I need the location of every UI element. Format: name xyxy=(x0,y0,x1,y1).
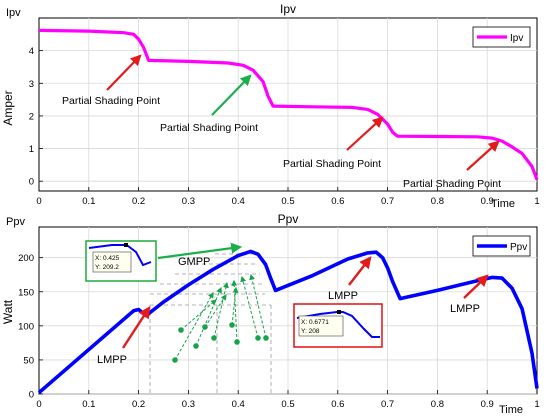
ppv-x-tick-label: 1 xyxy=(534,399,539,410)
ppv-title: Ppv xyxy=(278,212,299,226)
ppv-x-tick-label: 0.5 xyxy=(281,399,294,410)
green-dot xyxy=(193,343,199,349)
ppv-legend: Ppv xyxy=(472,235,531,257)
ppv-x-tick-label: 0.1 xyxy=(82,399,95,410)
shading-label-2: Partial Shading Point xyxy=(160,122,258,134)
ipv-x-tick-label: 0.5 xyxy=(281,196,294,207)
green-dot xyxy=(178,327,184,333)
lmpp-inset: X: 0.6771 Y: 208 xyxy=(293,303,383,348)
lmpp-arrow-3 xyxy=(463,274,489,299)
gmpp-inset-x: X: 0.425 xyxy=(95,255,120,262)
gmpp-inset-y: Y: 209.2 xyxy=(95,264,119,271)
ipv-legend: Ipv xyxy=(472,26,531,48)
ipv-series-line xyxy=(38,28,539,181)
shading-label-1: Partial Shading Point xyxy=(62,95,160,107)
lmpp-inset-x: X: 0.6771 xyxy=(301,319,329,326)
ppv-x-tick-label: 0.8 xyxy=(431,399,444,410)
ipv-y-axis-label: Amper xyxy=(1,90,15,125)
ipv-x-tick-label: 0.9 xyxy=(481,196,494,207)
lmpp-inset-datatip xyxy=(298,315,344,337)
ppv-x-tick-label: 0.2 xyxy=(132,399,145,410)
ipv-y-tick-label: 4 xyxy=(29,46,34,57)
green-dot xyxy=(234,339,240,345)
ipv-x-tick-label: 0.8 xyxy=(431,196,444,207)
gmpp-inset-arrow xyxy=(157,242,243,260)
ipv-y-tick-label: 2 xyxy=(29,111,34,122)
green-dot xyxy=(263,335,269,341)
dot-arrow xyxy=(174,291,214,361)
green-dot xyxy=(202,324,208,330)
ipv-x-tick-label: 0.3 xyxy=(182,196,195,207)
green-dot xyxy=(229,322,235,328)
ppv-corner-label: Ppv xyxy=(6,216,25,228)
lmpp-label-2: LMPP xyxy=(328,290,358,302)
gmpp-inset-datatip xyxy=(92,251,132,273)
dot-arrow xyxy=(213,281,229,339)
shading-arrow-2 xyxy=(211,74,252,116)
ppv-y-ticks: 0 50 100 150 200 xyxy=(18,253,43,401)
ipv-corner-label: Ipv xyxy=(6,7,21,19)
lmpp-label-3: LMPP xyxy=(450,303,480,315)
ppv-dot-arrows xyxy=(172,273,269,363)
dot-arrow xyxy=(240,275,259,339)
ppv-legend-label: Ppv xyxy=(510,242,527,253)
shading-arrow-1 xyxy=(106,54,142,91)
ppv-x-tick-label: 0.3 xyxy=(182,399,195,410)
ipv-title: Ipv xyxy=(280,2,296,16)
ipv-x-axis-label: Time xyxy=(491,198,515,210)
ppv-y-tick-label: 150 xyxy=(18,287,34,298)
green-dot xyxy=(172,357,178,363)
ppv-y-tick-label: 50 xyxy=(23,355,34,366)
ppv-x-tick-label: 0 xyxy=(36,399,41,410)
ipv-x-tick-label: 1 xyxy=(534,196,539,207)
ipv-annotations: Partial Shading Point Partial Shading Po… xyxy=(62,54,501,190)
green-dot xyxy=(211,335,217,341)
ipv-y-ticks: 0 1 2 3 4 xyxy=(29,46,43,188)
ipv-y-tick-label: 0 xyxy=(29,177,34,188)
ppv-y-tick-label: 200 xyxy=(18,253,34,264)
ppv-x-tick-label: 0.9 xyxy=(481,399,494,410)
ppv-y-tick-label: 100 xyxy=(18,321,34,332)
dot-arrow xyxy=(249,273,267,339)
ipv-x-tick-label: 0.4 xyxy=(232,196,245,207)
ipv-y-tick-label: 3 xyxy=(29,79,34,90)
green-dot xyxy=(255,335,261,341)
ppv-x-tick-label: 0.4 xyxy=(232,399,245,410)
ppv-y-tick-label: 0 xyxy=(29,390,34,401)
ipv-legend-label: Ipv xyxy=(510,33,523,44)
ipv-x-tick-label: 0.1 xyxy=(82,196,95,207)
dot-arrow xyxy=(231,286,239,326)
dot-arrow xyxy=(204,293,227,328)
ipv-x-tick-label: 0.2 xyxy=(132,196,145,207)
ppv-guide-lines xyxy=(149,253,272,394)
ppv-x-tick-label: 0.6 xyxy=(331,399,344,410)
lmpp-inset-y: Y: 208 xyxy=(301,328,320,335)
ppv-series-line xyxy=(37,249,539,394)
ppv-y-axis-label: Watt xyxy=(1,299,15,324)
ipv-x-tick-label: 0.7 xyxy=(381,196,394,207)
shading-arrow-3 xyxy=(346,116,384,151)
ipv-y-tick-label: 1 xyxy=(29,144,34,155)
dot-arrow xyxy=(195,286,222,347)
ppv-x-axis-label: Time xyxy=(499,404,523,416)
shading-label-3: Partial Shading Point xyxy=(283,158,381,170)
lmpp-arrow-1 xyxy=(121,305,151,349)
gmpp-label: GMPP xyxy=(178,256,210,268)
shading-arrow-4 xyxy=(466,140,500,171)
shading-label-4: Partial Shading Point xyxy=(403,178,501,190)
dot-arrow xyxy=(180,299,217,331)
lmpp-label-1: LMPP xyxy=(97,354,127,366)
ipv-x-tick-label: 0.6 xyxy=(331,196,344,207)
gmpp-inset: X: 0.425 Y: 209.2 xyxy=(85,240,157,282)
ppv-x-tick-label: 0.7 xyxy=(381,399,394,410)
ipv-x-tick-label: 0 xyxy=(36,196,41,207)
lmpp-arrow-2 xyxy=(348,256,372,286)
ipv-x-ticks: 0 0.1 0.2 0.3 0.4 0.5 0.6 0.7 0.8 0.9 1 xyxy=(36,187,540,207)
